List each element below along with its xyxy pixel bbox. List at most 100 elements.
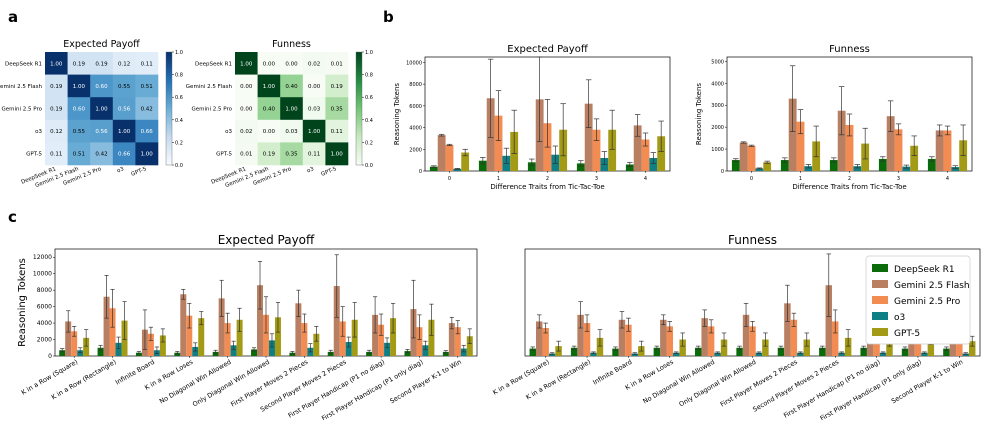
bar-gemini-2-5-flash xyxy=(448,323,455,356)
bar-gpt-5 xyxy=(657,136,666,171)
bar-gemini-2-5-pro xyxy=(263,314,269,356)
heatmap-cell xyxy=(280,97,304,121)
heatmap-cell-label: 0.56 xyxy=(95,129,108,135)
bar-deepseek-r1 xyxy=(429,166,438,171)
x-axis-label: Difference Traits from Tic-Tac-Toe xyxy=(792,183,906,191)
heatmap-cell-label: 1.00 xyxy=(240,61,253,67)
bar-gemini-2-5-pro xyxy=(641,139,650,171)
bar-deepseek-r1 xyxy=(135,352,142,356)
heatmap-cell xyxy=(325,119,349,143)
colorbar-tick-label: 0.2 xyxy=(365,140,373,146)
heatmap-cell-label: 0.00 xyxy=(263,61,276,67)
bar-gpt-5 xyxy=(720,339,728,356)
bar-deepseek-r1 xyxy=(777,347,785,356)
heatmap-cell-label: 0.55 xyxy=(118,84,131,90)
heatmap-cell-label: 0.51 xyxy=(141,84,153,90)
bar-gemini-2-5-flash xyxy=(742,314,750,356)
bar-deepseek-r1 xyxy=(442,351,449,356)
heatmap-a_funness: Funness 1.00 0.00 0.00 0.02 0.01 0.00 1.00 0.40 0… xyxy=(186,39,373,189)
panel-label-a: a xyxy=(8,8,18,26)
heatmap-cell-label: 0.00 xyxy=(263,129,276,135)
bar-gpt-5 xyxy=(803,339,810,356)
heatmap-cell-label: 1.00 xyxy=(141,152,154,158)
bar-o3 xyxy=(672,352,680,356)
heatmap-cell xyxy=(325,97,349,121)
colorbar-tick-label: 0.6 xyxy=(365,95,373,101)
heatmap-cell-label: 1.00 xyxy=(118,129,131,135)
bar-gemini-2-5-pro xyxy=(583,323,591,356)
y-tick-label: 4000 xyxy=(711,81,724,87)
x-axis-label: Difference Traits from Tic-Tac-Toe xyxy=(490,183,604,191)
bar-o3 xyxy=(649,157,658,171)
heatmap-cell xyxy=(90,74,114,98)
heatmap-cell-label: 0.51 xyxy=(73,152,85,158)
bar-gemini-2-5-pro xyxy=(71,331,78,356)
barchart-b_expected: Expected Payoff 0 2000 4000 6000 8000 10000 Rea… xyxy=(393,44,671,191)
bar-o3 xyxy=(268,340,275,356)
bar-gpt-5 xyxy=(274,317,281,356)
heatmap-cell xyxy=(90,119,114,143)
y-tick-label: 4000 xyxy=(37,320,52,327)
bar-deepseek-r1 xyxy=(878,158,887,171)
bar-gemini-2-5-flash xyxy=(739,142,748,171)
heatmap-cell-label: 1.00 xyxy=(263,84,276,90)
heatmap-cell xyxy=(45,119,68,143)
bar-gpt-5 xyxy=(466,336,473,356)
colorbar-tick-label: 1.0 xyxy=(365,50,373,56)
bar-gemini-2-5-pro xyxy=(592,129,601,171)
bar-gemini-2-5-pro xyxy=(790,319,798,356)
bar-o3 xyxy=(714,352,721,356)
heatmap-cell-label: 0.35 xyxy=(285,152,298,158)
bar-gemini-2-5-flash xyxy=(784,303,791,356)
heatmap-cell xyxy=(112,142,136,166)
bar-gemini-2-5-flash xyxy=(333,286,340,356)
heatmap-row-label: o3 xyxy=(225,129,232,135)
barchart-b_funness: Funness 0 1000 2000 3000 4000 5000 Reasoning To… xyxy=(695,44,973,191)
heatmap-title: Funness xyxy=(272,39,311,50)
bar-gemini-2-5-flash xyxy=(618,319,626,356)
bar-deepseek-r1 xyxy=(97,347,104,356)
colorbar-tick-label: 0.8 xyxy=(175,73,183,79)
bar-gpt-5 xyxy=(910,145,919,171)
x-tick-label: 2 xyxy=(848,176,851,182)
bar-gemini-2-5-pro xyxy=(186,315,193,356)
heatmap-cell-label: 0.02 xyxy=(240,129,252,135)
heatmap-cell-label: 0.19 xyxy=(331,84,344,90)
bar-deepseek-r1 xyxy=(901,348,909,356)
heatmap-cell-label: 0.19 xyxy=(95,61,108,67)
heatmap-cell xyxy=(280,52,304,75)
heatmap-cell-label: 0.00 xyxy=(308,84,321,90)
colorbar xyxy=(165,51,173,166)
x-tick-label: Second Player K-1 to Win xyxy=(890,358,964,406)
colorbar-tick-label: 0.0 xyxy=(175,163,183,169)
bar-gemini-2-5-flash xyxy=(218,298,225,356)
legend-label: Gemini 2.5 Pro xyxy=(894,297,961,307)
chart-title: Funness xyxy=(728,233,777,247)
heatmap-cell-label: 0.60 xyxy=(95,84,108,90)
x-tick-label: 1 xyxy=(497,176,500,182)
heatmap-col-label: GPT-5 xyxy=(320,166,337,178)
bar-gemini-2-5-pro xyxy=(339,321,346,356)
legend: DeepSeek R1 Gemini 2.5 Flash Gemini 2.5 Pr… xyxy=(865,255,971,345)
bar-deepseek-r1 xyxy=(829,160,838,171)
heatmap-cell-label: 0.11 xyxy=(308,152,320,158)
bar-o3 xyxy=(879,352,887,356)
heatmap-cell xyxy=(67,119,91,143)
bar-gemini-2-5-flash xyxy=(536,321,543,356)
x-tick-label: 2 xyxy=(546,176,549,182)
bar-deepseek-r1 xyxy=(478,160,487,171)
x-tick-label: 0 xyxy=(750,176,753,182)
heatmap-cell xyxy=(45,97,68,121)
bar-deepseek-r1 xyxy=(251,349,258,356)
heatmap-cell xyxy=(67,52,91,75)
bar-deepseek-r1 xyxy=(570,347,578,356)
bar-o3 xyxy=(755,352,763,356)
x-tick-label: Only Diagonal Win Allowed xyxy=(678,358,758,409)
heatmap-cell-label: 0.19 xyxy=(50,84,63,90)
bar-gpt-5 xyxy=(198,318,205,356)
bar-deepseek-r1 xyxy=(695,347,702,356)
bar-gpt-5 xyxy=(844,337,852,356)
bar-gpt-5 xyxy=(461,152,470,171)
y-tick-label: 8000 xyxy=(37,287,52,294)
bar-o3 xyxy=(422,345,429,356)
